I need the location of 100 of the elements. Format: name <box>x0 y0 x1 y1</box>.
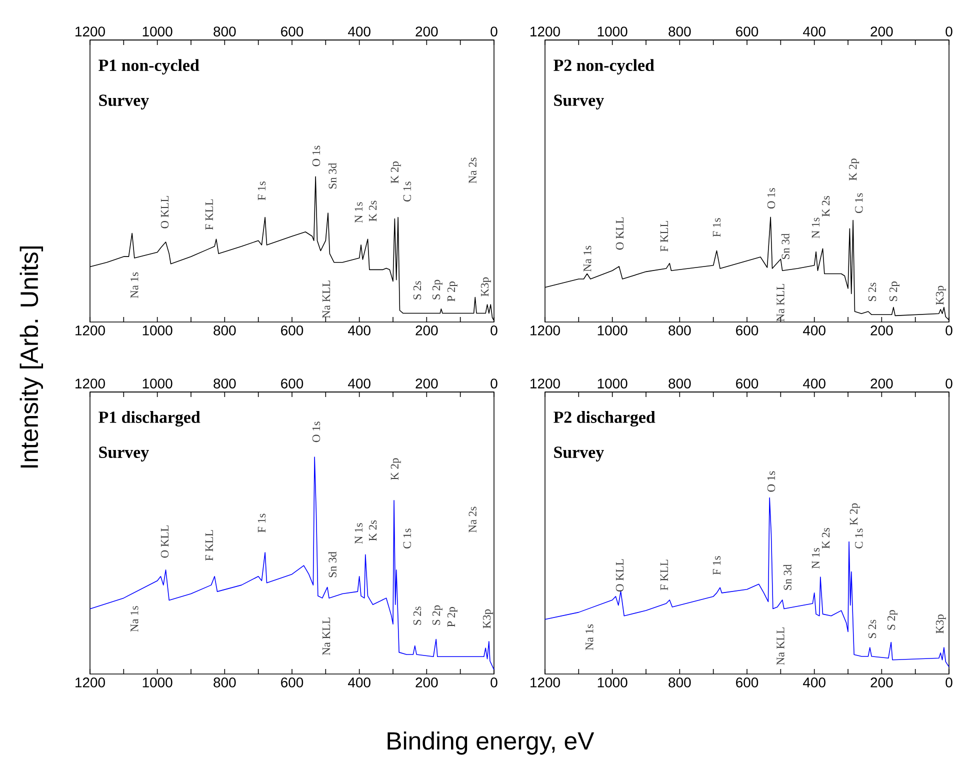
x-tick-label: 1200 <box>76 26 105 36</box>
x2-tick-label: 1200 <box>76 378 105 388</box>
annotation: Sn 3d <box>783 564 792 590</box>
text: O 1s <box>312 422 320 442</box>
annotation: K 2p <box>850 503 860 526</box>
annotation: N 1s <box>812 218 820 238</box>
x-tick-label: 200 <box>416 26 438 36</box>
x-tick-label: 400 <box>348 26 370 36</box>
x2-tick-label: 800 <box>214 378 236 388</box>
x2-tick-label: 1200 <box>530 378 560 388</box>
text: K 2p <box>849 158 860 180</box>
text: O 1s <box>312 146 320 166</box>
annotation: O KLL <box>616 217 624 250</box>
text: O 1s <box>767 188 776 209</box>
annotation: Sn 3d <box>781 233 790 259</box>
x2-tick-label: 600 <box>736 326 758 336</box>
annotation: O KLL <box>160 525 169 558</box>
x-tick-label: 400 <box>803 678 826 688</box>
annotation: F 1s <box>712 218 721 237</box>
x-axis-title: Binding energy, eV <box>388 731 594 755</box>
annotation: S 2s <box>868 282 876 302</box>
annotation: Na 2s <box>468 158 476 184</box>
annotation: Na KLL <box>776 628 784 666</box>
annotation: Na 1s <box>584 246 592 272</box>
annotation: S 2s <box>868 620 876 638</box>
annotation: N 1s <box>354 523 362 544</box>
x2-tick-label: 0 <box>490 378 498 388</box>
annotation: Sn 3d <box>328 162 336 188</box>
annotation: K 2s <box>822 528 830 549</box>
x2-tick-label: 800 <box>214 326 236 336</box>
annotation: Na KLL <box>322 618 330 656</box>
x2-tick-label: 600 <box>281 326 304 336</box>
x2-tick-label: 1000 <box>142 326 172 336</box>
annotation: S 2p <box>432 280 442 300</box>
annotation: S 2p <box>432 605 442 625</box>
annotation: F 1s <box>712 556 721 575</box>
chart-subtitle: Survey <box>99 446 149 462</box>
annotation: C 1s <box>855 528 863 548</box>
annotation: K3p <box>936 286 946 305</box>
x-tick-label: 600 <box>736 678 758 688</box>
x-tick-label: 1000 <box>598 678 628 688</box>
x2-tick-label: 200 <box>870 378 893 388</box>
annotation: F KLL <box>660 221 668 252</box>
chart-title: P2 non-cycled <box>554 59 654 74</box>
x-tick-label: 0 <box>490 678 498 688</box>
x-tick-label: 800 <box>214 678 236 688</box>
annotation: K3p <box>482 609 493 628</box>
x2-tick-label: 400 <box>803 326 826 336</box>
annotation: F KLL <box>205 530 213 561</box>
x-tick-label: 600 <box>281 678 304 688</box>
annotation: Na 1s <box>130 272 138 298</box>
annotation: O KLL <box>160 196 169 228</box>
annotation: N 1s <box>812 548 820 569</box>
annotation: C 1s <box>403 182 411 202</box>
annotation: P 2p <box>447 282 458 302</box>
x-tick-label: 1000 <box>142 678 172 688</box>
x-tick-label: 800 <box>668 678 691 688</box>
chart-title: P2 discharged <box>554 411 656 427</box>
x2-tick-label: 1000 <box>598 378 628 388</box>
x-tick-label: 0 <box>490 26 498 36</box>
x-tick-label: 600 <box>736 26 758 36</box>
annotation: K3p <box>480 277 491 296</box>
annotation: S 2s <box>413 281 422 300</box>
x2-tick-label: 800 <box>668 326 691 336</box>
x-tick-label: 0 <box>946 26 952 36</box>
annotation: K 2p <box>390 161 401 184</box>
annotation: F KLL <box>660 560 668 590</box>
annotation: K 2s <box>368 520 377 541</box>
x-tick-label: 1000 <box>142 26 172 36</box>
x2-tick-label: 200 <box>416 378 438 388</box>
annotation: F 1s <box>258 514 266 532</box>
x-tick-label: 200 <box>416 678 438 688</box>
text: O 1s <box>767 471 776 492</box>
x-tick-label: 200 <box>870 678 893 688</box>
annotation: N 1s <box>354 202 362 223</box>
x2-tick-label: 1000 <box>598 326 628 336</box>
annotation: O KLL <box>616 559 624 592</box>
annotation: Na KLL <box>776 284 784 322</box>
annotation: F KLL <box>205 199 213 230</box>
x2-tick-label: 400 <box>348 378 370 388</box>
annotation: K 2p <box>390 458 401 480</box>
annotation: P 2p <box>447 607 458 627</box>
x2-tick-label: 800 <box>668 378 691 388</box>
x-tick-label: 1200 <box>530 678 560 688</box>
x-tick-label: 800 <box>214 26 236 36</box>
chart-subtitle: Survey <box>554 446 604 462</box>
x2-tick-label: 0 <box>490 326 498 336</box>
chart-subtitle: Survey <box>554 94 604 110</box>
annotation: K 2s <box>368 200 377 222</box>
x-tick-label: 1200 <box>530 26 560 36</box>
x2-tick-label: 600 <box>281 378 304 388</box>
annotation: S 2s <box>413 606 422 625</box>
x-tick-label: 0 <box>946 678 952 688</box>
annotation: K3p <box>936 614 946 634</box>
y-axis-title: Intensity [Arb. Units] <box>20 246 44 468</box>
x2-tick-label: 0 <box>946 378 952 388</box>
chart-title: P1 non-cycled <box>98 59 200 74</box>
text: C 1s <box>855 193 863 214</box>
x2-tick-label: 200 <box>416 326 438 336</box>
annotation: C 1s <box>403 528 411 548</box>
